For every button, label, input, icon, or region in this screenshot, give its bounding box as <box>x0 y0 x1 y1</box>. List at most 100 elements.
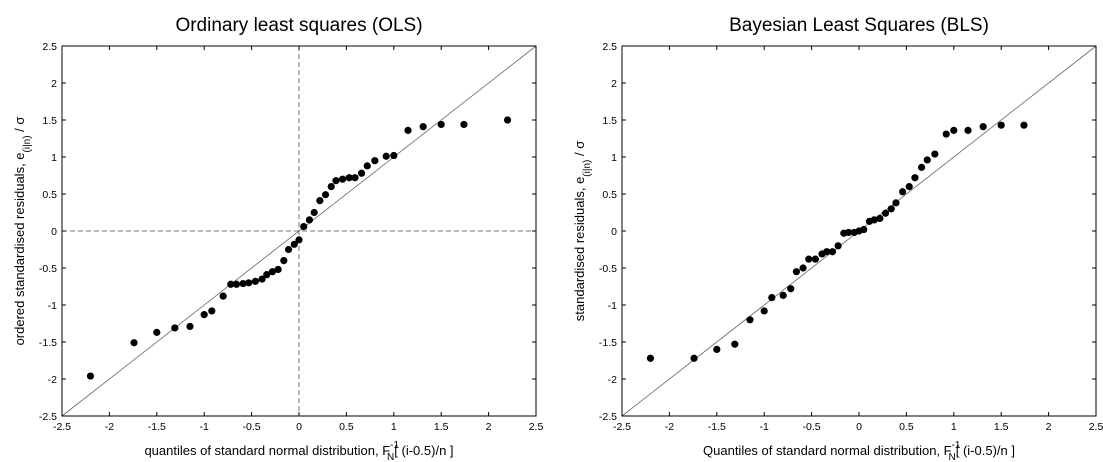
y-tick-label: 1.5 <box>602 115 617 127</box>
y-tick-label: 2.5 <box>602 41 617 53</box>
data-point <box>876 214 884 223</box>
data-point <box>923 156 931 164</box>
chart-title: Bayesian Least Squares (BLS) <box>729 15 989 36</box>
y-tick-label: -1.5 <box>599 337 617 349</box>
y-tick-label: 2 <box>611 78 617 90</box>
data-point <box>799 264 807 272</box>
x-tick-label: 0 <box>296 421 302 433</box>
data-point <box>130 339 138 347</box>
x-axis-label: Quantiles of standard normal distributio… <box>703 440 1015 462</box>
x-tick-label: 2 <box>1046 421 1052 433</box>
data-point <box>419 123 427 131</box>
y-tick-label: 0 <box>51 226 57 238</box>
y-tick-label: -0.5 <box>39 263 57 275</box>
x-tick-label: 1.5 <box>994 421 1009 433</box>
data-point <box>290 240 298 248</box>
data-point <box>899 188 907 196</box>
x-tick-label: -1.5 <box>708 421 726 433</box>
x-tick-label: 0 <box>856 421 862 433</box>
data-point <box>811 255 819 263</box>
data-point <box>268 268 277 276</box>
data-point <box>731 340 739 348</box>
data-point <box>950 126 958 134</box>
data-point <box>460 120 468 129</box>
data-point <box>905 183 913 191</box>
data-point <box>200 311 208 319</box>
data-point <box>208 307 216 315</box>
data-point <box>327 183 335 191</box>
data-point <box>823 248 831 256</box>
x-tick-label: -0.5 <box>803 421 821 433</box>
x-tick-label: 2.5 <box>1089 421 1103 433</box>
data-point <box>860 225 868 234</box>
data-point <box>844 228 853 237</box>
chart-1: Ordinary least squares (OLS) -2.5 -2 -1.5 -1… <box>12 15 543 462</box>
data-point <box>870 216 878 224</box>
data-point <box>404 126 412 134</box>
data-point <box>351 174 359 182</box>
data-point <box>911 174 919 182</box>
data-point <box>646 354 655 362</box>
y-tick-label: 1 <box>611 152 617 164</box>
data-point <box>503 116 512 124</box>
data-point <box>887 205 895 213</box>
data-point <box>1020 121 1028 129</box>
data-point <box>390 151 398 160</box>
x-tick-label: -0.5 <box>243 421 261 433</box>
x-tick-label: -1.5 <box>148 421 166 433</box>
y-tick-label: 0 <box>611 226 617 238</box>
data-point <box>284 245 293 254</box>
x-tick-label: -2 <box>105 421 114 433</box>
data-point <box>245 279 253 287</box>
data-point <box>251 277 259 285</box>
data-point <box>834 242 842 250</box>
data-point <box>792 268 801 276</box>
data-point <box>153 328 161 336</box>
data-point <box>263 271 271 279</box>
x-tick-label: 1 <box>951 421 957 433</box>
y-tick-label: -0.5 <box>599 263 617 275</box>
x-tick-label: 0.5 <box>339 421 354 433</box>
x-tick-label: 1 <box>391 421 397 433</box>
x-tick-label: 0.5 <box>899 421 914 433</box>
y-axis-label: ordered standardised residuals, e(i|n) /… <box>12 117 33 346</box>
x-tick-label: -1 <box>200 421 209 433</box>
data-point <box>917 163 926 171</box>
data-point <box>931 150 939 158</box>
data-point <box>316 197 324 205</box>
y-tick-label: 2 <box>51 78 57 90</box>
data-point <box>779 291 787 299</box>
data-point <box>760 307 768 315</box>
data-point <box>219 292 227 300</box>
x-axis-label: quantiles of standard normal distributio… <box>144 440 453 462</box>
chart-title: Ordinary least squares (OLS) <box>175 15 422 36</box>
data-point <box>746 316 754 324</box>
x-tick-label: -2.5 <box>613 421 631 433</box>
y-tick-label: 1.5 <box>42 115 57 127</box>
data-point <box>690 354 698 362</box>
y-tick-label: 1 <box>51 152 57 164</box>
data-point <box>274 265 282 274</box>
data-point <box>382 152 390 160</box>
x-tick-label: 2.5 <box>529 421 544 433</box>
data-point <box>321 191 330 199</box>
data-point <box>787 285 795 293</box>
data-point <box>964 126 972 134</box>
x-tick-label: -1 <box>760 421 769 433</box>
data-point <box>768 294 776 302</box>
y-tick-label: -2 <box>608 374 617 386</box>
data-point <box>305 216 314 224</box>
data-point <box>805 255 813 263</box>
y-tick-label: 0.5 <box>42 189 57 201</box>
data-point <box>371 157 379 165</box>
y-tick-label: -2.5 <box>599 411 617 423</box>
data-point <box>186 322 194 331</box>
data-point <box>997 121 1005 129</box>
y-tick-label: -1 <box>48 300 57 312</box>
data-point <box>86 372 95 380</box>
x-tick-label: -2.5 <box>53 421 71 433</box>
data-point <box>232 280 241 288</box>
data-point <box>357 169 366 177</box>
data-point <box>437 120 445 129</box>
